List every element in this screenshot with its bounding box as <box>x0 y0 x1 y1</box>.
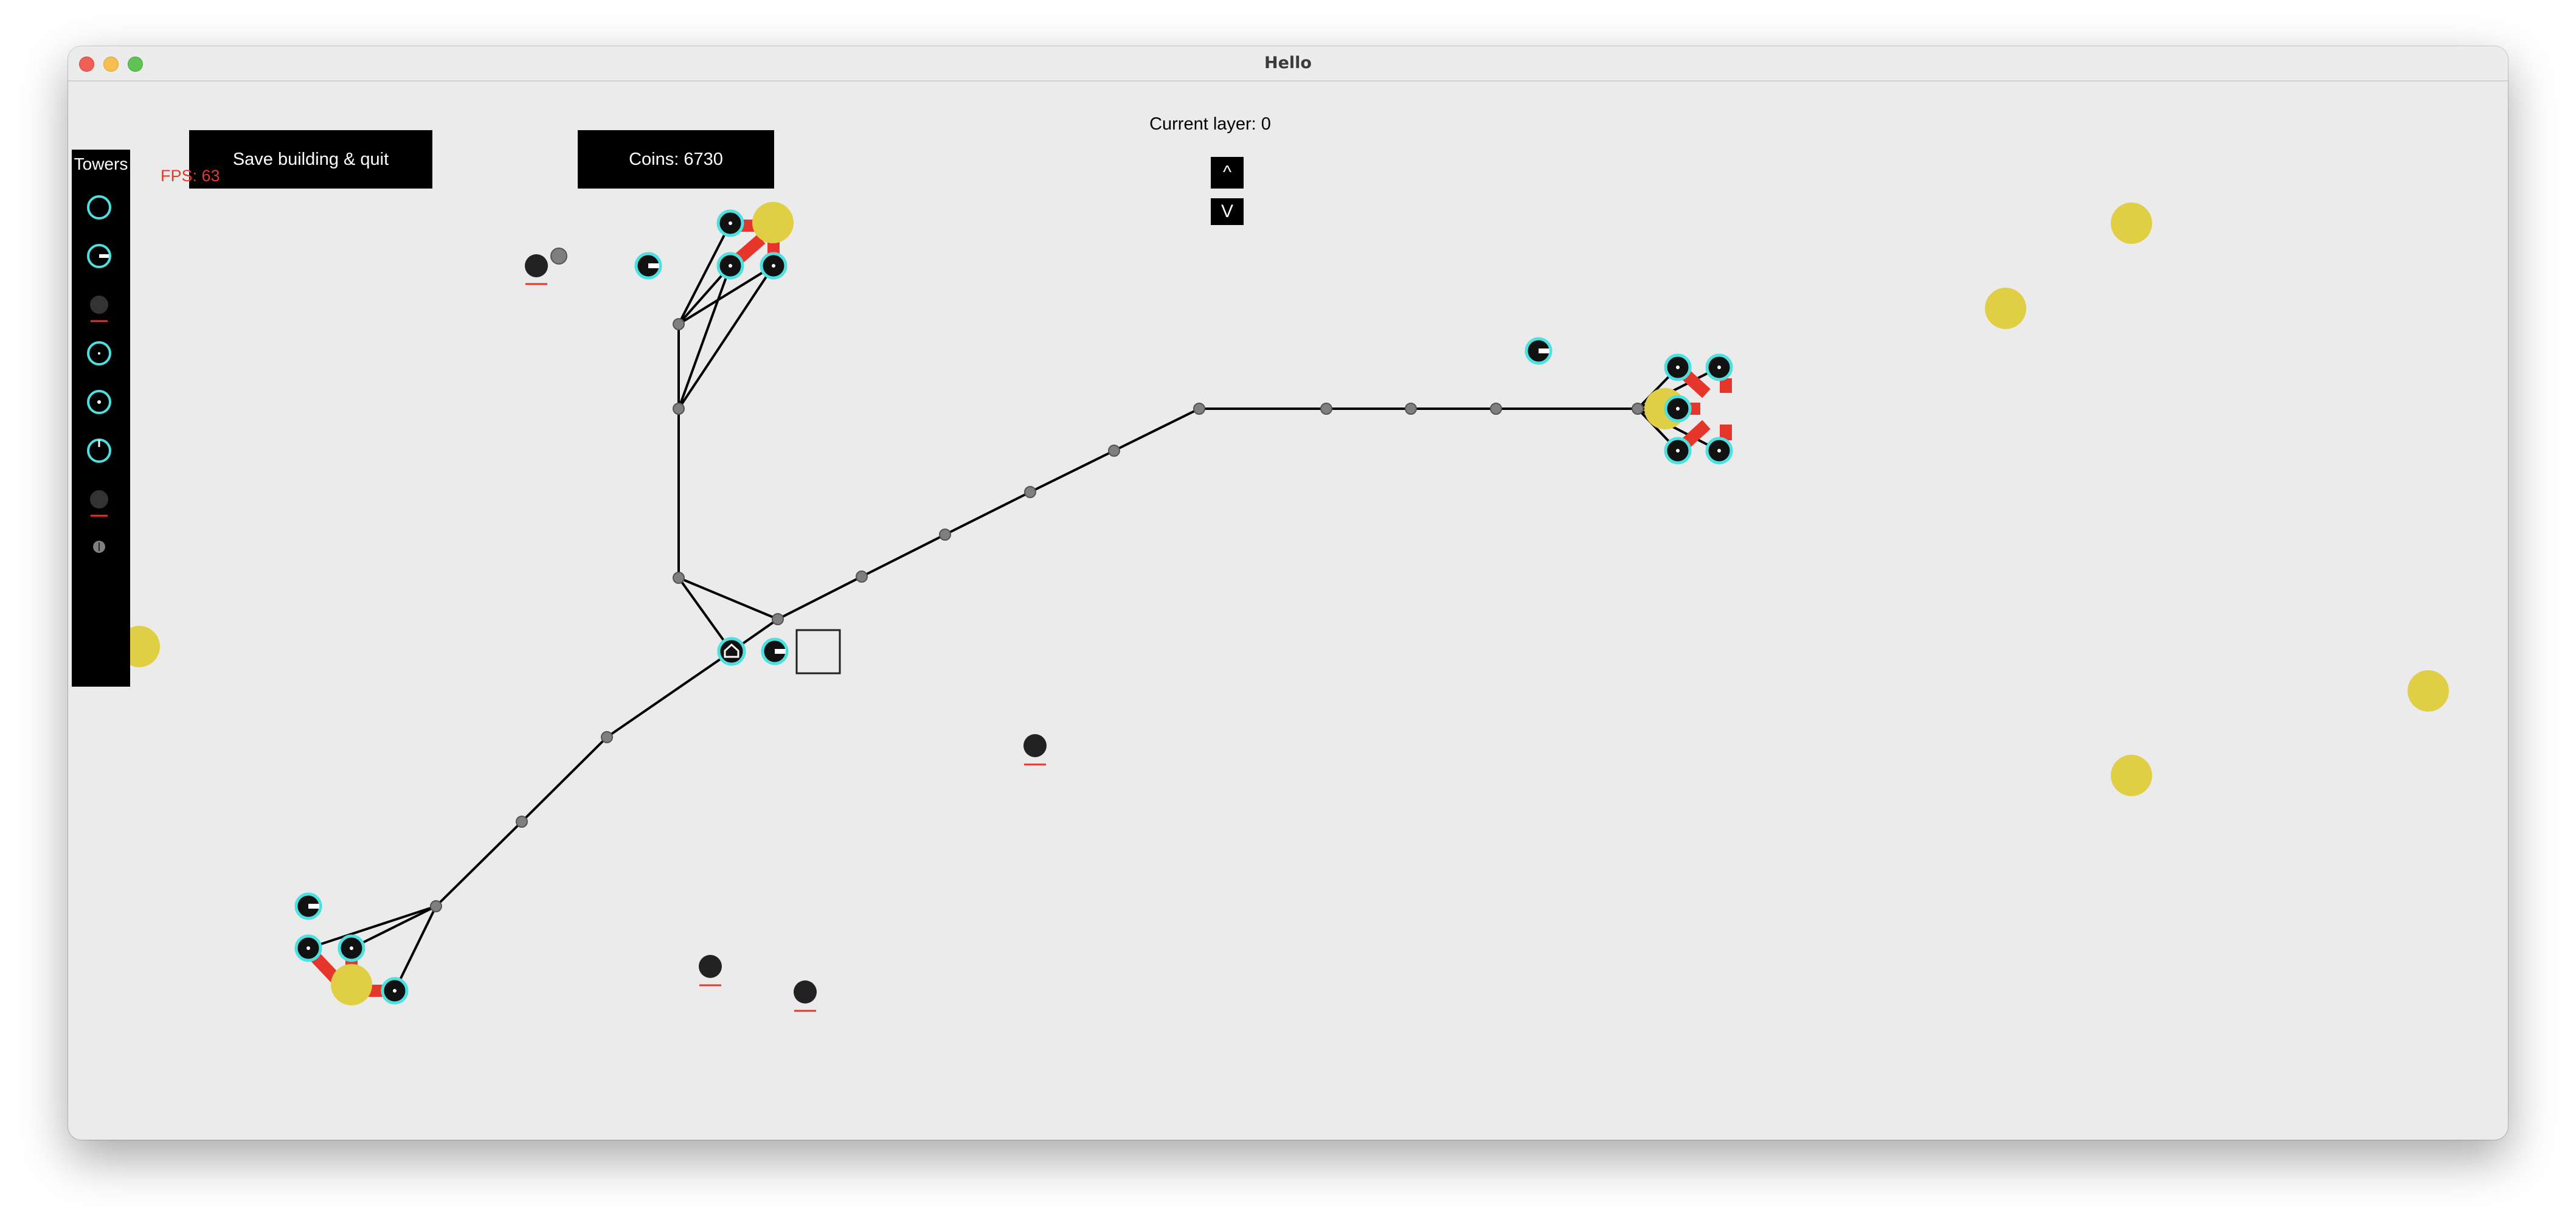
placement-cursor <box>795 629 841 674</box>
layer-up-button[interactable]: ^ <box>1211 157 1244 189</box>
miner-tower <box>760 252 788 280</box>
resource-deposit <box>2111 755 2152 796</box>
wire <box>677 265 775 325</box>
miner-tower <box>1705 437 1733 465</box>
wire <box>393 906 437 991</box>
title-bar: Hello <box>68 46 2508 81</box>
wire-node <box>550 248 567 265</box>
game-canvas[interactable] <box>68 80 2508 1140</box>
wire <box>1113 407 1200 452</box>
wire <box>944 491 1031 536</box>
resource-deposit <box>1985 288 2026 329</box>
wire-node <box>856 570 868 583</box>
wire <box>521 736 608 823</box>
conveyor-belt <box>310 952 341 983</box>
wire-node <box>1024 486 1036 498</box>
save-and-quit-button[interactable]: Save building & quit <box>189 130 432 189</box>
conveyor-belt <box>1681 370 1711 398</box>
miner-tower <box>716 209 744 237</box>
wire-node <box>601 731 613 743</box>
wire <box>435 820 523 907</box>
close-window-button[interactable] <box>79 57 94 72</box>
bomb-enemy <box>525 254 548 285</box>
gun-turret <box>294 892 322 920</box>
home-base <box>717 637 746 666</box>
wire <box>677 265 775 410</box>
gun-turret <box>1525 337 1553 365</box>
wire-node <box>673 572 685 584</box>
enemy-bombs <box>525 254 1047 1012</box>
towers-title: Towers <box>74 154 128 173</box>
turrets <box>294 209 1733 1005</box>
window-title: Hello <box>1264 54 1312 72</box>
miner-tower <box>1705 353 1733 381</box>
wire <box>678 577 778 620</box>
miner-tower <box>381 977 409 1005</box>
wire-node <box>1632 403 1644 415</box>
wire <box>606 650 733 738</box>
bomb-enemy <box>794 980 817 1012</box>
wire <box>677 223 732 325</box>
conveyor-belt <box>1681 420 1711 448</box>
resource-deposit <box>331 964 372 1005</box>
wire-node <box>1320 403 1332 415</box>
resource-deposit <box>752 202 794 243</box>
towers-panel: Towers <box>72 150 130 687</box>
miner-tower <box>338 934 365 962</box>
miner-tower <box>716 252 744 280</box>
bomb-enemy <box>1023 734 1047 766</box>
ring-tower-icon[interactable] <box>87 195 111 220</box>
wire <box>861 533 946 578</box>
notched-tower-icon[interactable] <box>87 439 111 463</box>
miner-tower <box>1664 395 1692 423</box>
current-layer-label: Current layer: 0 <box>1149 114 1271 134</box>
wire <box>308 905 437 949</box>
wire-node <box>673 318 685 330</box>
wire <box>677 577 733 653</box>
wire-node <box>1490 403 1502 415</box>
connection-wires <box>308 223 1720 991</box>
resource-deposit <box>2111 203 2152 244</box>
wire <box>777 575 862 620</box>
wire-node <box>772 613 784 625</box>
resources <box>119 202 2449 1005</box>
bomb-tower-icon[interactable] <box>90 296 108 322</box>
resource-deposit <box>2408 670 2449 712</box>
miner-tower <box>1664 437 1692 465</box>
miner-tower <box>1664 353 1692 381</box>
dot-tower-icon[interactable] <box>87 341 111 366</box>
wire-node <box>430 900 442 912</box>
fps-counter: FPS: 63 <box>161 167 220 185</box>
wire-nodes <box>430 248 1644 912</box>
wire <box>677 265 732 409</box>
wire-node <box>939 529 951 541</box>
miner-tower <box>294 934 322 962</box>
minimize-window-button[interactable] <box>103 57 119 72</box>
maximize-window-button[interactable] <box>128 57 143 72</box>
center-dot-tower-icon[interactable] <box>87 390 111 414</box>
gun-turret <box>634 252 662 280</box>
gun-turret <box>761 637 789 665</box>
bomb-enemy <box>699 955 722 987</box>
wire <box>1030 449 1115 493</box>
bomb-tower-alt-icon[interactable] <box>90 490 108 517</box>
wire-node <box>673 403 685 415</box>
coins-display: Coins: 6730 <box>578 130 774 189</box>
node-tower-icon[interactable] <box>93 541 105 553</box>
wire-node <box>1193 403 1205 415</box>
wire-node <box>1405 403 1417 415</box>
wire-node <box>516 816 528 828</box>
wire <box>351 905 437 949</box>
conveyor-belts <box>310 220 1732 997</box>
gun-tower-icon[interactable] <box>87 244 111 268</box>
game-area[interactable]: Save building & quit Coins: 6730 Current… <box>68 80 2508 1140</box>
layer-down-button[interactable]: V <box>1211 198 1244 225</box>
app-window: Hello <box>68 46 2508 1140</box>
wire-node <box>1108 445 1120 457</box>
